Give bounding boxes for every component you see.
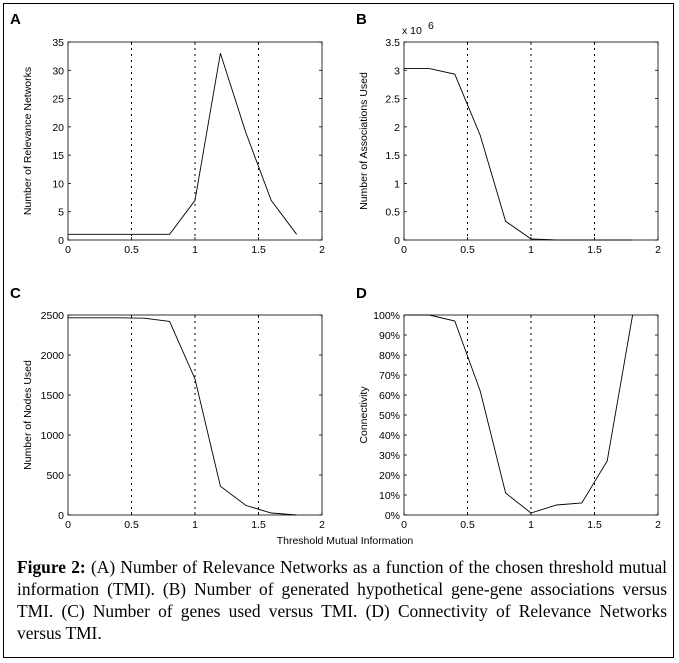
panel-label-b: B <box>356 11 367 28</box>
x-tick-label: 1 <box>192 244 198 256</box>
y-tick-label: 35 <box>52 37 64 49</box>
y-tick-label: 20 <box>52 122 64 134</box>
y-tick-label: 10 <box>52 178 64 190</box>
figure-caption: Figure 2: (A) Number of Relevance Networ… <box>17 556 667 644</box>
y-tick-label: 0 <box>58 510 64 522</box>
x-tick-label: 1 <box>192 519 198 531</box>
y-tick-label: 5 <box>58 207 64 219</box>
y-tick-label: 0% <box>385 510 400 522</box>
y-tick-label: 50% <box>379 410 400 422</box>
y-tick-label: 80% <box>379 350 400 362</box>
y-tick-label: 500 <box>46 470 64 482</box>
x-tick-label: 1.5 <box>251 244 266 256</box>
panel-label-c: C <box>10 285 21 302</box>
y-tick-label: 15 <box>52 150 64 162</box>
x-tick-label: 2 <box>655 519 661 531</box>
y-tick-label: 3.5 <box>385 37 400 49</box>
x-tick-label: 0.5 <box>460 244 475 256</box>
x-tick-label: 0 <box>401 244 407 256</box>
y-tick-label: 2000 <box>41 350 65 362</box>
y-tick-label: 2.5 <box>385 94 400 106</box>
y-tick-label: 1500 <box>41 390 65 402</box>
y-axis-label-c: Number of Nodes Used <box>22 360 34 470</box>
x-tick-label: 0 <box>65 244 71 256</box>
y-tick-label: 2 <box>394 122 400 134</box>
y-tick-label: 1 <box>394 178 400 190</box>
y-tick-label: 2500 <box>41 310 65 322</box>
y-tick-label: 3 <box>394 65 400 77</box>
series-line-b <box>404 68 633 241</box>
x-tick-label: 1 <box>528 244 534 256</box>
y-tick-label: 100% <box>373 310 400 322</box>
panel-b: 0 0.5 1 1.5 2 0 0.5 1 1.5 2 2.5 3 3.5 B Number of Asso… <box>356 11 661 256</box>
y-tick-label: 0.5 <box>385 207 400 219</box>
y-axis-label-a: Number of Relevance Networks <box>22 67 34 215</box>
figure-frame <box>3 3 674 658</box>
x-tick-label: 2 <box>319 244 325 256</box>
y-tick-label: 0 <box>58 235 64 247</box>
x-tick-label: 1.5 <box>587 244 602 256</box>
x-tick-label: 1.5 <box>587 519 602 531</box>
panel-d: 0 0.5 1 1.5 20%10%20%30%40%50%60%70%80%90%10… <box>356 285 661 531</box>
y-tick-label: 1000 <box>41 430 65 442</box>
shared-x-axis-label: Threshold Mutual Information <box>277 535 414 547</box>
panel-label-a: A <box>10 11 21 28</box>
panel-c: 0 0.5 1 1.5 2 0 500 1000 1500 2000 2500 C Number of … <box>10 285 325 531</box>
x-tick-label: 0.5 <box>460 519 475 531</box>
x-tick-label: 1 <box>528 519 534 531</box>
y-tick-label: 40% <box>379 430 400 442</box>
y-tick-label: 70% <box>379 370 400 382</box>
y-tick-label: 25 <box>52 94 64 106</box>
y-tick-label: 60% <box>379 390 400 402</box>
y-axis-label-b: Number of Associations Used <box>358 72 370 210</box>
series-line-a <box>68 53 297 235</box>
y-tick-label: 30 <box>52 65 64 77</box>
x-tick-label: 2 <box>319 519 325 531</box>
x-tick-label: 1.5 <box>251 519 266 531</box>
y-axis-label-d: Connectivity <box>358 386 370 444</box>
y-tick-label: 10% <box>379 490 400 502</box>
series-line-c <box>68 317 297 516</box>
panel-label-d: D <box>356 285 367 302</box>
x-tick-label: 0.5 <box>124 244 139 256</box>
series-line-d <box>404 314 634 514</box>
y-tick-label: 0 <box>394 235 400 247</box>
scale-exponent-b: 6 <box>428 20 434 32</box>
x-tick-label: 0.5 <box>124 519 139 531</box>
scale-multiplier-b: x 10 <box>402 25 422 37</box>
caption-label: Figure 2: <box>17 557 86 577</box>
y-tick-label: 90% <box>379 330 400 342</box>
y-tick-label: 30% <box>379 450 400 462</box>
x-tick-label: 0 <box>65 519 71 531</box>
caption-text: (A) Number of Relevance Networks as a fu… <box>17 557 667 643</box>
x-tick-label: 0 <box>401 519 407 531</box>
y-tick-label: 1.5 <box>385 150 400 162</box>
y-tick-label: 20% <box>379 470 400 482</box>
x-tick-label: 2 <box>655 244 661 256</box>
